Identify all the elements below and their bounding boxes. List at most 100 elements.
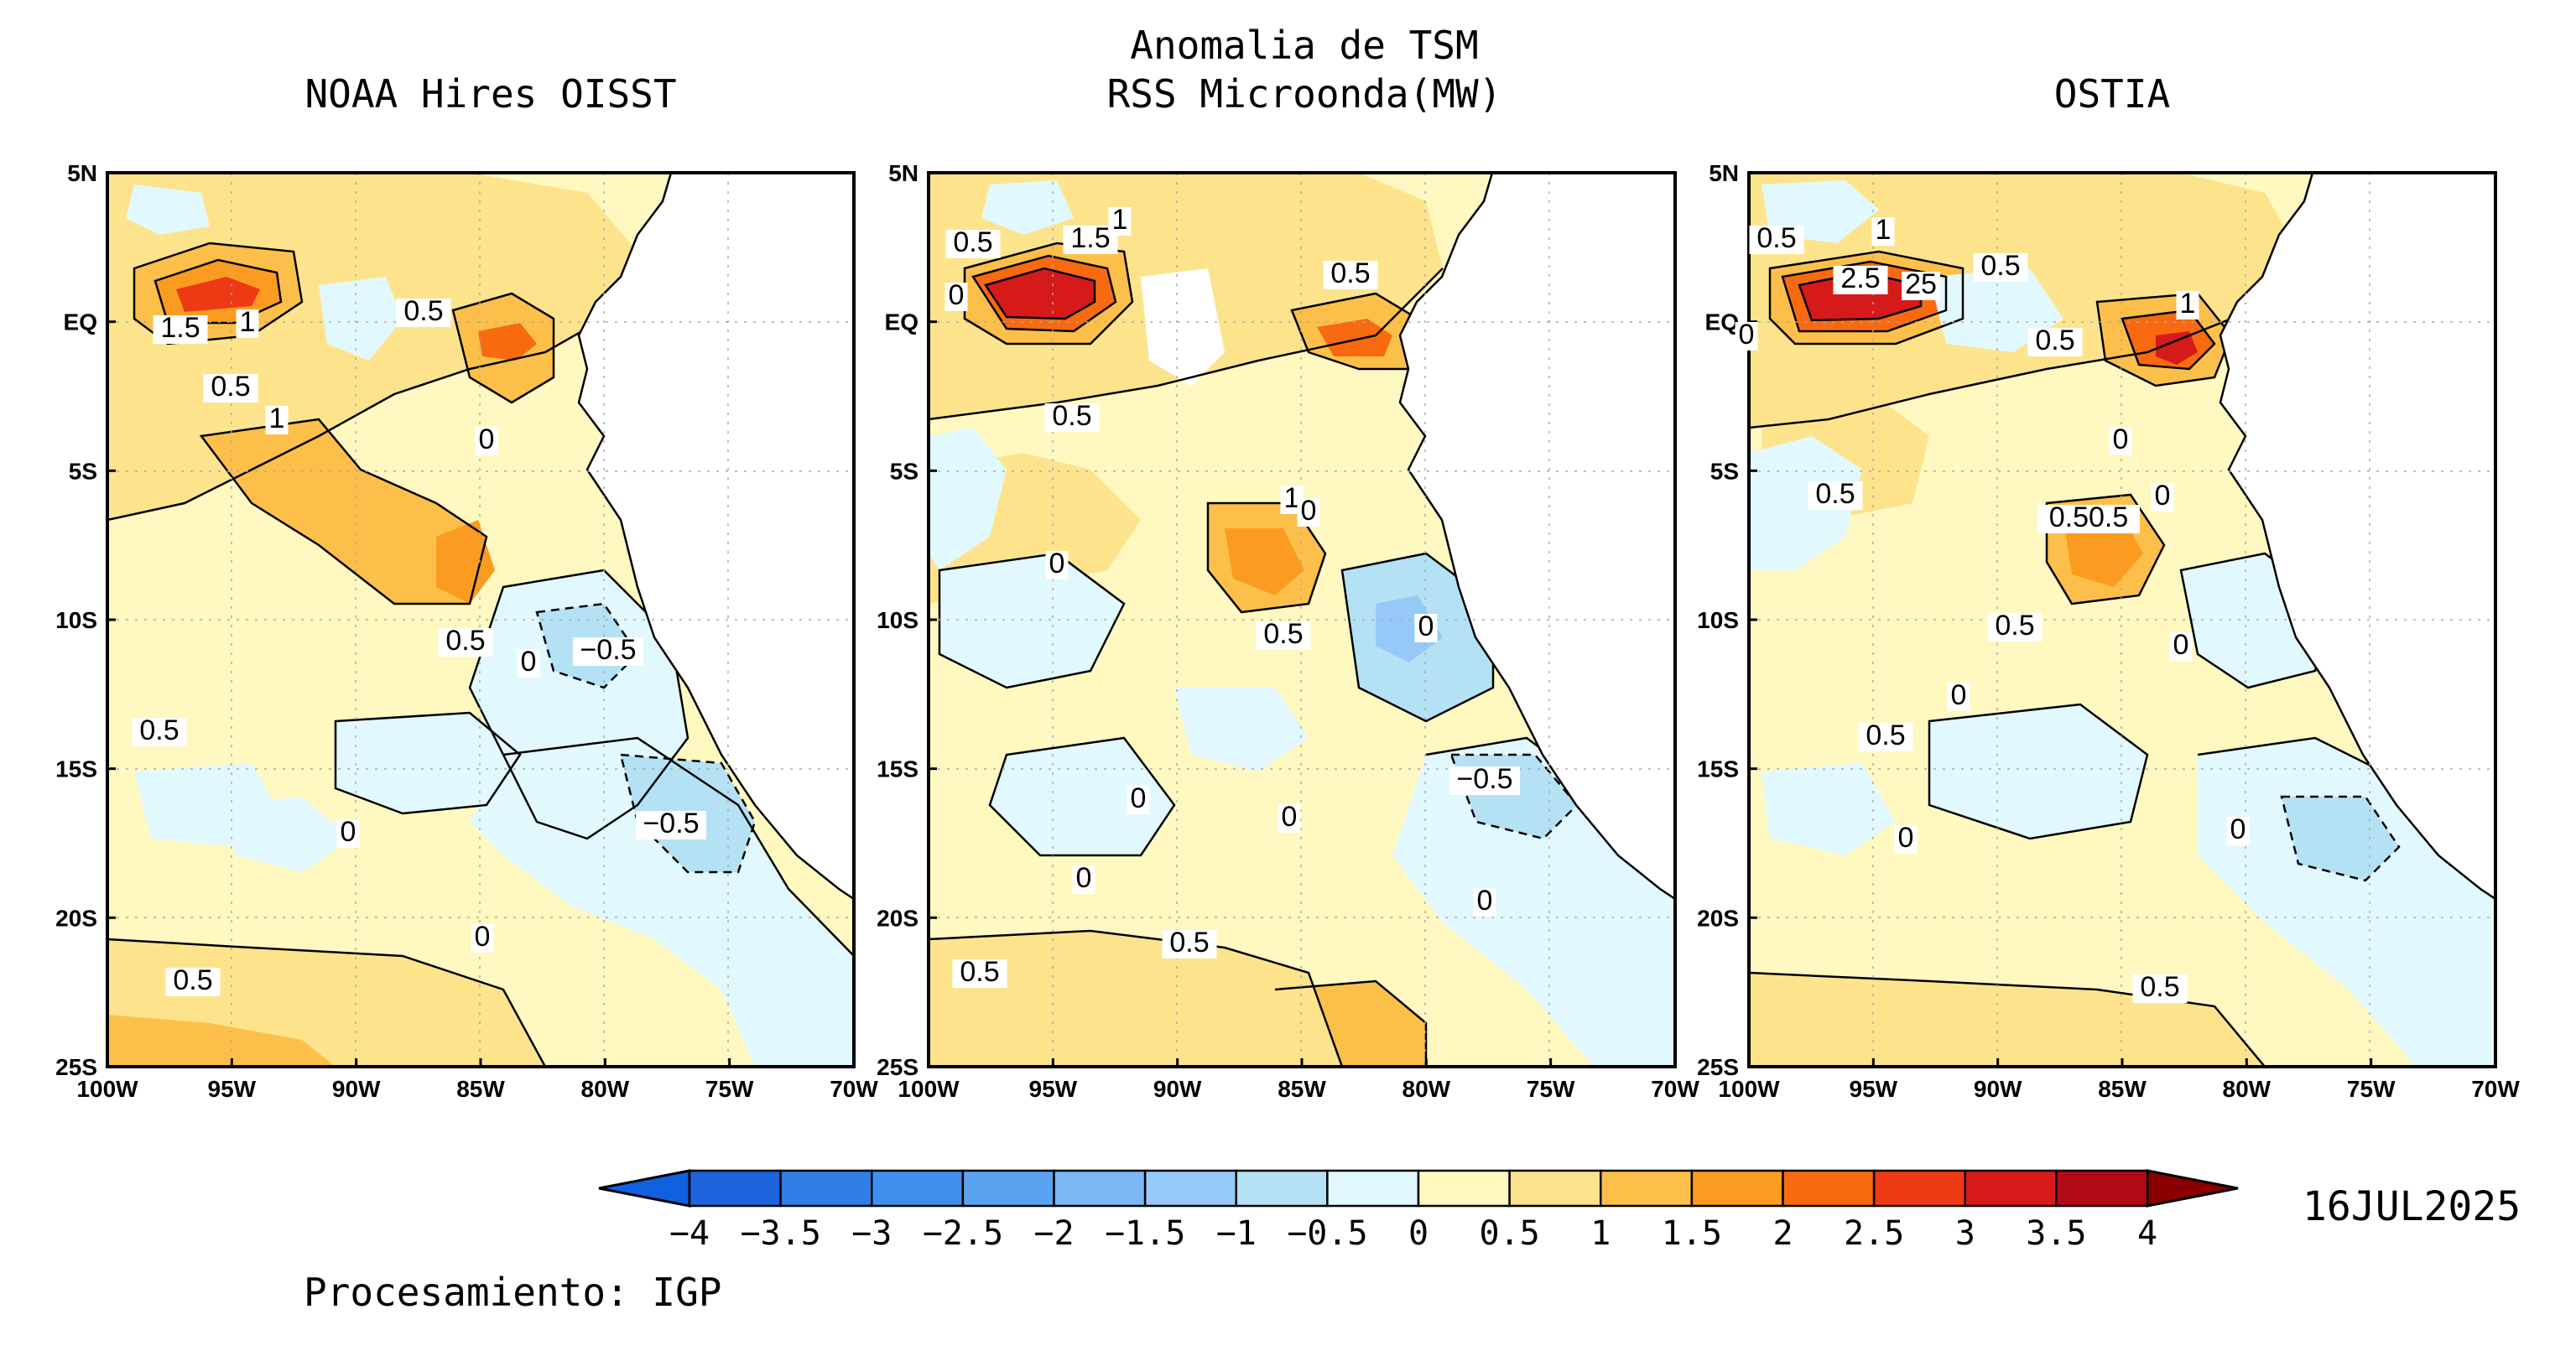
lon-tick-label: 80W — [1402, 1076, 1451, 1102]
colorbar-tick-label: −0.5 — [1287, 1214, 1367, 1253]
contour-label: 1 — [236, 306, 259, 338]
contour-label-text: 0.5 — [2035, 325, 2074, 356]
contour-label-bg — [1973, 253, 2028, 282]
lat-tick-label: 5N — [888, 160, 919, 186]
contour-label-bg — [265, 406, 289, 434]
contour-label: 0.5 — [1973, 250, 2028, 282]
contour-label: 0 — [1072, 862, 1095, 894]
colorbar-tick-label: 3 — [1955, 1214, 1975, 1253]
contour-label: 0 — [1735, 319, 1758, 351]
contour-label-text: 0.5 — [1815, 478, 1855, 510]
contour-label-text: 0 — [1049, 548, 1065, 579]
map-panel-ostia — [1747, 171, 2497, 1068]
contour-label-text: 0 — [2230, 813, 2246, 845]
lat-tick-label: 5S — [69, 458, 97, 484]
contour-label-text: 0 — [2113, 423, 2129, 455]
contour-label-text: 0.5 — [1330, 257, 1370, 289]
lat-tick-label: 15S — [55, 756, 97, 782]
lon-tick-label: 95W — [1029, 1076, 1078, 1102]
contour-label: 0 — [1127, 782, 1150, 814]
lon-tick-label: 75W — [705, 1076, 754, 1102]
lon-tick-label: 70W — [1651, 1076, 1699, 1102]
colorbar-swatch — [1235, 1169, 1329, 1208]
contour-label-bg — [1072, 865, 1095, 894]
contour-label-bg — [1749, 226, 1804, 254]
contour-label-bg — [1323, 261, 1378, 289]
contour-label: 0 — [2109, 423, 2132, 455]
contour-label-bg — [471, 924, 494, 953]
contour-label: 0 — [2151, 480, 2174, 512]
contour-label-text: 1 — [2180, 288, 2196, 320]
colorbar-swatch — [688, 1169, 782, 1208]
contour-label: 0 — [1045, 548, 1069, 579]
contour-label-text: −0.5 — [643, 808, 699, 839]
colorbar-swatch — [1508, 1169, 1602, 1208]
contour-label-text: 0 — [1898, 822, 1914, 854]
colorbar-swatch — [1143, 1169, 1237, 1208]
contour-label-text: 1 — [1284, 482, 1300, 514]
contour-label-bg — [475, 427, 498, 455]
contour-label: 0.5 — [1749, 222, 1804, 254]
contour-label: 0.5 — [165, 964, 221, 996]
contour-label: 0 — [336, 816, 360, 848]
contour-label: 1.5 — [1063, 222, 1118, 254]
contour-label-text: 1.5 — [1070, 222, 1110, 254]
contour-label-text: 0.5 — [139, 714, 179, 746]
contour-label-bg — [2176, 291, 2199, 320]
colorbar-tick-label: −3.5 — [740, 1214, 820, 1253]
contour-label: 0.5 — [952, 956, 1007, 988]
contour-label-bg — [1449, 766, 1520, 795]
contour-label-bg — [1473, 888, 1496, 917]
land-mass — [2219, 173, 2495, 901]
colorbar-swatch — [1872, 1169, 1966, 1208]
contour-label-text: 0 — [341, 816, 356, 848]
lon-tick-label: 100W — [1718, 1076, 1780, 1102]
contour-label-text: 0 — [1131, 782, 1147, 814]
contour-label-text: 1 — [1876, 214, 1892, 246]
contour-label: 0 — [1894, 822, 1918, 854]
contour-label: 0.5 — [1323, 257, 1378, 289]
contour-label: 0.5 — [1987, 610, 2043, 642]
lon-tick-label: 85W — [2098, 1076, 2147, 1102]
lat-tick-label: 5N — [67, 160, 97, 186]
colorbar-tick-label: −2 — [1033, 1214, 1074, 1253]
colorbar-tick-label: −1 — [1216, 1214, 1257, 1253]
lat-tick-label: 10S — [55, 607, 97, 633]
contour-label-bg — [1127, 786, 1150, 814]
contour-label-bg — [1108, 207, 1132, 236]
colorbar-swatch — [1600, 1169, 1694, 1208]
main-title-line1: Anomalia de TSM — [1130, 23, 1478, 68]
colorbar-swatch — [1964, 1169, 2058, 1208]
contour-label-bg — [517, 649, 540, 678]
contour-label: −0.5 — [636, 808, 706, 839]
contour-label: 25 — [1902, 268, 1940, 300]
contour-label-text: 0.5 — [953, 226, 992, 258]
contour-label-bg — [396, 299, 451, 327]
colorbar-tick-label: 1.5 — [1662, 1214, 1722, 1253]
lat-tick-label: 5S — [890, 458, 919, 484]
contour-label-bg — [1162, 930, 1217, 959]
colorbar-tick-label: 3.5 — [2026, 1214, 2086, 1253]
contour-label: 1 — [265, 403, 289, 434]
contour-label: 1 — [1108, 204, 1132, 236]
lat-tick-label: 25S — [877, 1054, 919, 1080]
colorbar-tick-label: 2.5 — [1844, 1214, 1904, 1253]
contour-label: 0.50.5 — [2037, 501, 2140, 533]
contour-label: 0.5 — [1162, 927, 1217, 959]
lon-tick-label: 75W — [2347, 1076, 2396, 1102]
contour-label-bg — [165, 968, 221, 996]
colorbar-over-arrow — [2146, 1169, 2239, 1208]
lon-tick-label: 95W — [1850, 1076, 1898, 1102]
contour-label-text: 0.5 — [1980, 250, 2020, 282]
contour-label-text: 0 — [1301, 495, 1317, 527]
contour-label-bg — [1833, 266, 1888, 294]
lat-tick-label: 10S — [1697, 607, 1739, 633]
contour-label: 1 — [1871, 214, 1895, 246]
contour-label-text: 25 — [1905, 268, 1937, 300]
contour-label-text: 0 — [1076, 862, 1092, 894]
contour-label: 0 — [1297, 495, 1320, 527]
contour-label-text: 2.5 — [1840, 262, 1880, 294]
contour-label-bg — [1858, 723, 1913, 751]
contour-label-text: 0 — [1282, 801, 1298, 833]
